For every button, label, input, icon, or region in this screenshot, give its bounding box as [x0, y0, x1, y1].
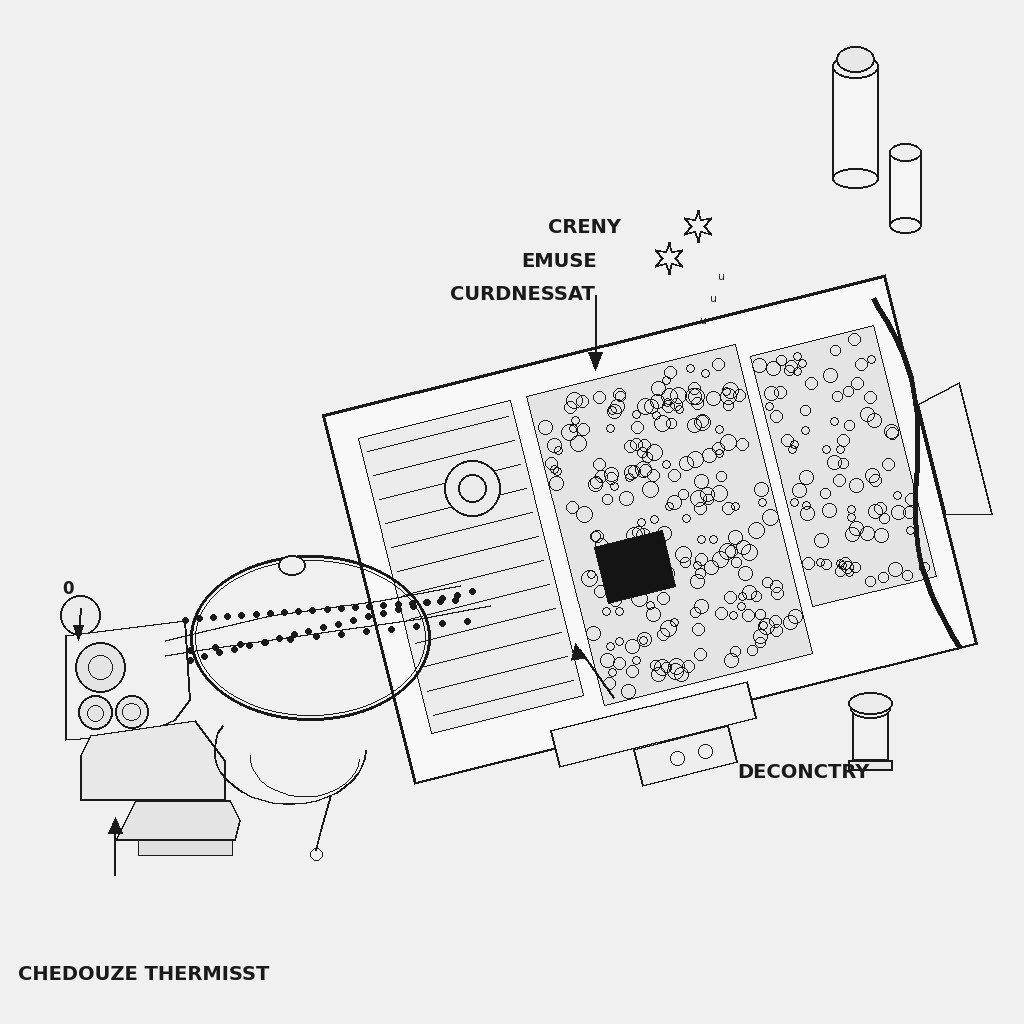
Text: 0: 0 — [62, 580, 74, 598]
Text: CURDNESSAT: CURDNESSAT — [450, 285, 595, 304]
Text: CRENY: CRENY — [548, 218, 621, 237]
Text: CHEDOUZE THERMISST: CHEDOUZE THERMISST — [18, 965, 269, 984]
Text: EMUSE: EMUSE — [521, 252, 597, 271]
Text: DECONCTRY: DECONCTRY — [737, 763, 869, 782]
